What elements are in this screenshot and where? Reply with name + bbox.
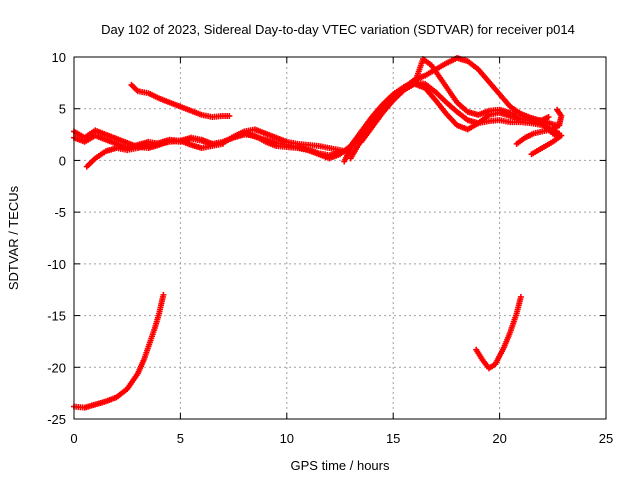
x-axis-label: GPS time / hours bbox=[291, 458, 390, 473]
x-tick-label: 20 bbox=[492, 431, 506, 446]
x-tick-label: 5 bbox=[177, 431, 184, 446]
data-point bbox=[226, 112, 233, 119]
data-point bbox=[558, 132, 565, 139]
x-tick-label: 0 bbox=[70, 431, 77, 446]
grid-lines bbox=[74, 57, 606, 419]
x-tick-label: 25 bbox=[599, 431, 613, 446]
series-arc-8 bbox=[358, 80, 552, 145]
y-axis-label: SDTVAR / TECUs bbox=[6, 185, 21, 290]
data-point bbox=[517, 293, 524, 300]
series-arc-3 bbox=[83, 126, 354, 170]
data-point bbox=[545, 113, 552, 120]
y-tick-label: 5 bbox=[59, 102, 66, 117]
y-tick-label: -20 bbox=[47, 360, 66, 375]
axis-ticks: 0 5 10 15 20 25 10 5 0 -5 -10 -15 -20 -25 bbox=[47, 50, 613, 446]
y-tick-label: -10 bbox=[47, 257, 66, 272]
y-tick-label: -15 bbox=[47, 309, 66, 324]
data-point bbox=[554, 106, 561, 113]
plot-frame bbox=[73, 56, 607, 420]
x-tick-label: 15 bbox=[386, 431, 400, 446]
series-arc-11 bbox=[71, 291, 167, 411]
series-arc-12 bbox=[473, 293, 524, 372]
y-tick-label: 0 bbox=[59, 153, 66, 168]
y-tick-label: -5 bbox=[54, 205, 66, 220]
series-arc-4 bbox=[128, 81, 233, 120]
x-tick-label: 10 bbox=[280, 431, 294, 446]
series-arc-10 bbox=[528, 132, 565, 158]
data-points bbox=[71, 55, 565, 411]
chart-title: Day 102 of 2023, Sidereal Day-to-day VTE… bbox=[101, 22, 575, 37]
y-tick-label: -25 bbox=[47, 412, 66, 427]
y-tick-label: 10 bbox=[52, 50, 66, 65]
data-point bbox=[160, 291, 167, 298]
series-arc-9 bbox=[513, 106, 565, 147]
